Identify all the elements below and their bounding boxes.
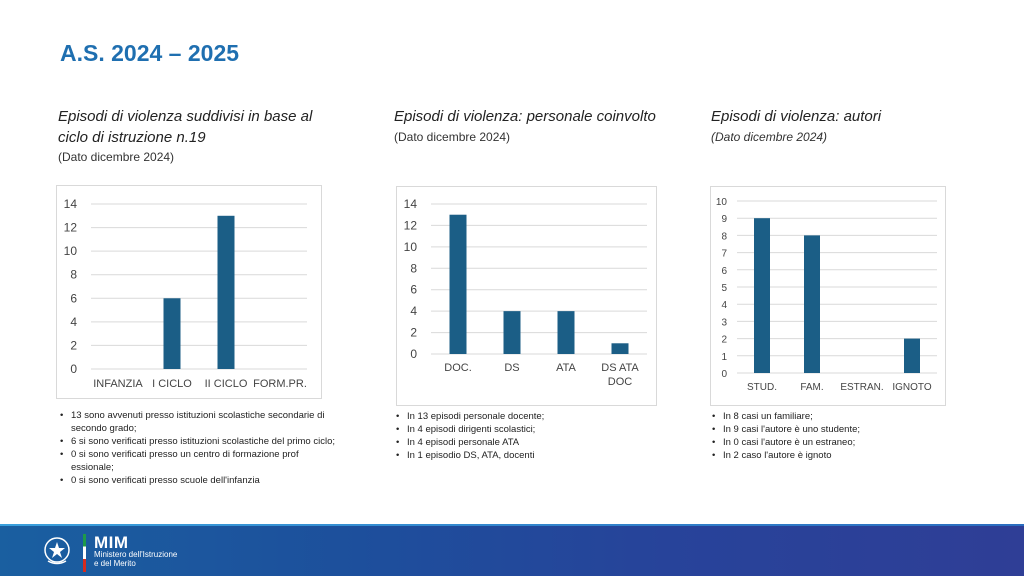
category-label: ESTRAN. xyxy=(840,382,883,393)
list-item: In 4 episodi dirigenti scolastici; xyxy=(394,423,664,436)
list-item: In 4 episodi personale ATA xyxy=(394,436,664,449)
section-3-bullets: In 8 casi un familiare; In 9 casi l'auto… xyxy=(710,410,970,462)
list-item: In 2 caso l'autore è ignoto xyxy=(710,449,970,462)
y-tick-label: 3 xyxy=(721,317,727,328)
bar xyxy=(611,343,629,354)
list-item: 13 sono avvenuti presso istituzioni scol… xyxy=(58,409,338,435)
y-tick-label: 4 xyxy=(721,300,727,311)
section-1-title-line1: Episodi di violenza suddivisi in base al xyxy=(58,108,313,125)
chart-ciclo-svg: 0 2 4 6 8 10 12 14 INFANZIA I CICLO II CICLO FORM.P… xyxy=(64,197,307,390)
y-tick-label: 4 xyxy=(70,315,77,329)
y-tick-label: 6 xyxy=(410,283,417,297)
category-label: INFANZIA xyxy=(93,378,143,390)
list-item: 0 si sono verificati presso un centro di… xyxy=(58,448,338,474)
y-tick-label: 1 xyxy=(721,352,727,363)
category-label: I CICLO xyxy=(152,378,192,390)
bar xyxy=(503,311,521,354)
logo-mim: MIM xyxy=(94,533,129,552)
category-label: FAM. xyxy=(800,382,823,393)
y-tick-label: 9 xyxy=(721,214,727,225)
section-2-title: Episodi di violenza: personale coinvolto xyxy=(394,106,656,127)
bar xyxy=(163,298,181,369)
y-tick-label: 6 xyxy=(721,266,727,277)
bar xyxy=(804,235,820,373)
category-label: IGNOTO xyxy=(892,382,931,393)
y-tick-label: 2 xyxy=(70,338,77,352)
section-3-subtitle: (Dato dicembre 2024) xyxy=(711,130,828,144)
y-tick-label: 8 xyxy=(721,231,727,242)
y-tick-label: 14 xyxy=(404,197,418,211)
category-label: DOC xyxy=(608,376,633,388)
section-1-subtitle: (Dato dicembre 2024) xyxy=(58,150,175,164)
category-label: DS ATA xyxy=(601,362,639,374)
bar xyxy=(754,218,770,373)
chart-personale-svg: 0 2 4 6 8 10 12 14 DOC. DS ATA DS ATA DOC xyxy=(404,197,647,388)
list-item: 0 si sono verificati presso scuole dell'… xyxy=(58,474,338,487)
y-tick-label: 2 xyxy=(721,335,727,346)
footer-accent-line xyxy=(0,524,1024,527)
y-tick-label: 0 xyxy=(70,362,77,376)
category-label: ATA xyxy=(556,362,576,374)
bar xyxy=(217,215,235,369)
italian-flag-stripe xyxy=(83,534,86,572)
chart-personale-coinvolto: 0 2 4 6 8 10 12 14 DOC. DS ATA DS ATA DOC xyxy=(396,186,657,406)
y-tick-label: 12 xyxy=(64,221,78,235)
category-label: DOC. xyxy=(444,362,472,374)
page-title: A.S. 2024 – 2025 xyxy=(60,40,240,66)
bar xyxy=(557,311,575,354)
category-label: STUD. xyxy=(747,382,777,393)
y-tick-label: 10 xyxy=(64,244,78,258)
section-1-title: Episodi di violenza suddivisi in base al… xyxy=(58,106,312,148)
list-item: In 1 episodio DS, ATA, docenti xyxy=(394,449,664,462)
y-tick-label: 12 xyxy=(404,218,418,232)
section-3-title: Episodi di violenza: autori xyxy=(711,106,881,127)
list-item: 6 si sono verificati presso istituzioni … xyxy=(58,435,338,448)
y-tick-label: 10 xyxy=(716,197,728,208)
ministry-name-line2: e del Merito xyxy=(94,559,136,568)
y-tick-label: 8 xyxy=(70,268,77,282)
bar xyxy=(449,214,467,354)
chart-ciclo-istruzione: 0 2 4 6 8 10 12 14 INFANZIA I CICLO II CICLO FORM.P… xyxy=(56,185,322,399)
category-label: FORM.PR. xyxy=(253,378,307,390)
ministry-name: Ministero dell'Istruzione e del Merito xyxy=(94,550,177,568)
list-item: In 0 casi l'autore è un estraneo; xyxy=(710,436,970,449)
y-tick-label: 0 xyxy=(721,369,727,380)
y-tick-label: 7 xyxy=(721,249,727,260)
category-label: II CICLO xyxy=(205,378,248,390)
y-tick-label: 0 xyxy=(410,347,417,361)
ministry-name-line1: Ministero dell'Istruzione xyxy=(94,550,178,559)
section-2-bullets: In 13 episodi personale docente; In 4 ep… xyxy=(394,410,664,462)
section-3-title-line1: Episodi di violenza: autori xyxy=(711,108,882,125)
list-item: In 9 casi l'autore è uno studente; xyxy=(710,423,970,436)
y-tick-label: 5 xyxy=(721,283,727,294)
y-tick-label: 4 xyxy=(410,304,417,318)
section-2-title-line1: Episodi di violenza: personale coinvolto xyxy=(394,108,656,125)
list-item: In 8 casi un familiare; xyxy=(710,410,970,423)
list-item: In 13 episodi personale docente; xyxy=(394,410,664,423)
footer xyxy=(0,526,1024,576)
y-tick-label: 10 xyxy=(404,240,418,254)
republic-emblem-icon xyxy=(44,537,70,565)
section-1-title-line2: ciclo di istruzione n.19 xyxy=(58,129,206,146)
y-tick-label: 14 xyxy=(64,197,78,211)
y-tick-label: 8 xyxy=(410,261,417,275)
y-tick-label: 2 xyxy=(410,326,417,340)
category-label: DS xyxy=(504,362,519,374)
section-1-bullets: 13 sono avvenuti presso istituzioni scol… xyxy=(58,409,338,487)
section-2-subtitle: (Dato dicembre 2024) xyxy=(394,130,511,144)
chart-autori-svg: 0 1 2 3 4 5 6 7 8 9 10 STUD. FAM. ESTRAN. IGNOTO xyxy=(716,197,937,393)
y-tick-label: 6 xyxy=(70,291,77,305)
chart-autori: 0 1 2 3 4 5 6 7 8 9 10 STUD. FAM. ESTRAN. IGNOTO xyxy=(710,186,946,406)
bar xyxy=(904,338,920,373)
